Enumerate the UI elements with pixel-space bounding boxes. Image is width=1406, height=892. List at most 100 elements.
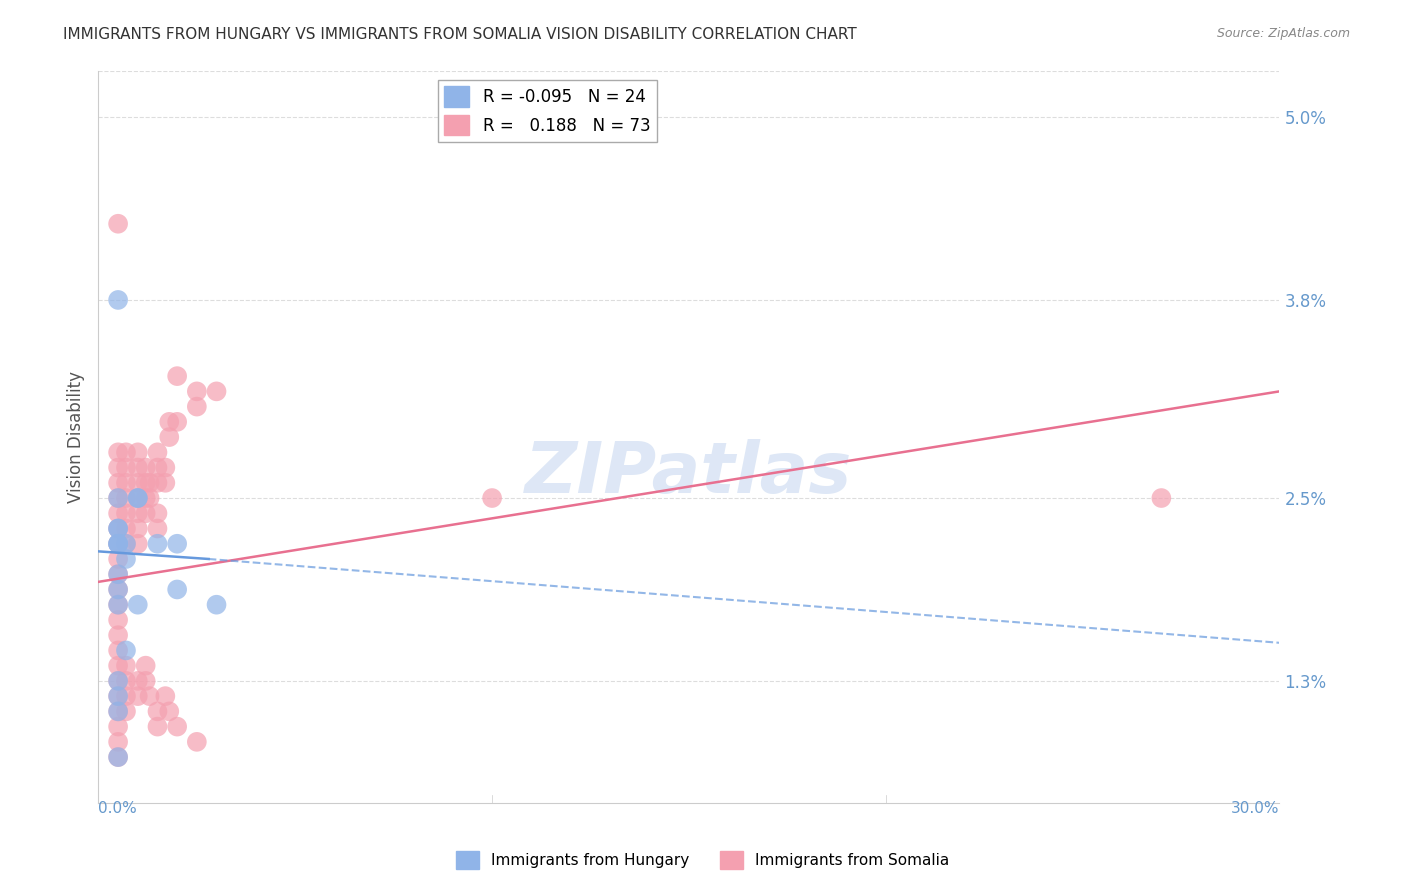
Point bbox=[115, 521, 138, 535]
Point bbox=[127, 491, 149, 505]
Point bbox=[115, 506, 138, 520]
Point bbox=[115, 673, 138, 688]
Text: 0.0%: 0.0% bbox=[98, 801, 138, 816]
Point bbox=[107, 537, 129, 551]
Point bbox=[107, 628, 129, 642]
Point bbox=[481, 491, 503, 505]
Point bbox=[135, 506, 157, 520]
Point bbox=[115, 552, 138, 566]
Text: 30.0%: 30.0% bbox=[1232, 801, 1279, 816]
Point bbox=[166, 582, 188, 597]
Point bbox=[138, 491, 160, 505]
Point bbox=[115, 643, 138, 657]
Point bbox=[107, 475, 129, 490]
Point bbox=[155, 475, 177, 490]
Point bbox=[115, 537, 138, 551]
Point bbox=[115, 658, 138, 673]
Point bbox=[107, 537, 129, 551]
Point bbox=[107, 537, 129, 551]
Point bbox=[127, 537, 149, 551]
Point bbox=[157, 705, 180, 719]
Point bbox=[186, 384, 208, 399]
Point bbox=[115, 491, 138, 505]
Point bbox=[186, 735, 208, 749]
Point bbox=[138, 475, 160, 490]
Text: Source: ZipAtlas.com: Source: ZipAtlas.com bbox=[1216, 27, 1350, 40]
Point bbox=[107, 689, 129, 703]
Point bbox=[107, 460, 129, 475]
Point bbox=[135, 658, 157, 673]
Legend: R = -0.095   N = 24, R =   0.188   N = 73: R = -0.095 N = 24, R = 0.188 N = 73 bbox=[437, 79, 657, 142]
Text: ZIPatlas: ZIPatlas bbox=[526, 439, 852, 508]
Point bbox=[107, 217, 129, 231]
Point bbox=[107, 705, 129, 719]
Point bbox=[166, 415, 188, 429]
Point bbox=[107, 750, 129, 764]
Point bbox=[107, 735, 129, 749]
Point bbox=[146, 720, 169, 734]
Legend: Immigrants from Hungary, Immigrants from Somalia: Immigrants from Hungary, Immigrants from… bbox=[450, 845, 956, 875]
Point bbox=[107, 521, 129, 535]
Point bbox=[127, 475, 149, 490]
Point bbox=[107, 445, 129, 459]
Point bbox=[205, 598, 228, 612]
Point bbox=[107, 293, 129, 307]
Point bbox=[115, 475, 138, 490]
Point bbox=[155, 460, 177, 475]
Point bbox=[127, 673, 149, 688]
Point bbox=[135, 475, 157, 490]
Point bbox=[107, 705, 129, 719]
Point bbox=[205, 384, 228, 399]
Point bbox=[146, 705, 169, 719]
Point bbox=[157, 430, 180, 444]
Point bbox=[138, 689, 160, 703]
Point bbox=[146, 475, 169, 490]
Point bbox=[107, 750, 129, 764]
Point bbox=[107, 582, 129, 597]
Point bbox=[186, 400, 208, 414]
Point bbox=[107, 673, 129, 688]
Point bbox=[146, 537, 169, 551]
Point bbox=[127, 445, 149, 459]
Point bbox=[127, 521, 149, 535]
Point bbox=[107, 567, 129, 582]
Point bbox=[127, 491, 149, 505]
Point bbox=[155, 689, 177, 703]
Point bbox=[107, 673, 129, 688]
Point bbox=[166, 537, 188, 551]
Point bbox=[127, 506, 149, 520]
Point bbox=[115, 537, 138, 551]
Point bbox=[1150, 491, 1173, 505]
Point bbox=[107, 491, 129, 505]
Point bbox=[127, 460, 149, 475]
Point bbox=[135, 460, 157, 475]
Point bbox=[146, 460, 169, 475]
Point bbox=[107, 658, 129, 673]
Point bbox=[107, 598, 129, 612]
Point bbox=[107, 567, 129, 582]
Point bbox=[115, 705, 138, 719]
Point bbox=[107, 598, 129, 612]
Point bbox=[157, 415, 180, 429]
Point bbox=[107, 720, 129, 734]
Point bbox=[107, 537, 129, 551]
Point bbox=[107, 521, 129, 535]
Point bbox=[107, 506, 129, 520]
Point bbox=[107, 552, 129, 566]
Point bbox=[127, 689, 149, 703]
Point bbox=[107, 521, 129, 535]
Point bbox=[166, 369, 188, 384]
Point bbox=[146, 506, 169, 520]
Point bbox=[107, 582, 129, 597]
Point bbox=[127, 598, 149, 612]
Point bbox=[146, 445, 169, 459]
Point bbox=[115, 445, 138, 459]
Point bbox=[127, 491, 149, 505]
Point bbox=[107, 613, 129, 627]
Point bbox=[115, 689, 138, 703]
Point bbox=[166, 720, 188, 734]
Point bbox=[135, 673, 157, 688]
Point bbox=[135, 491, 157, 505]
Point bbox=[107, 689, 129, 703]
Point bbox=[107, 643, 129, 657]
